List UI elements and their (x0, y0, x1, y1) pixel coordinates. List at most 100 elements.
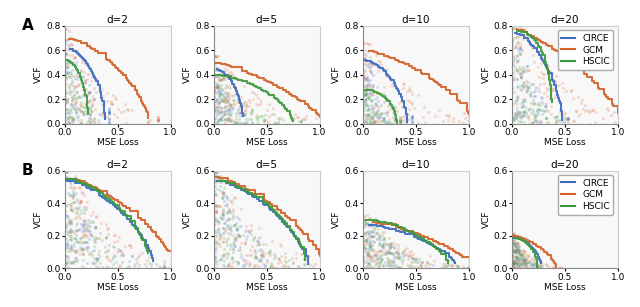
Point (367, 115, 377, 119)
Point (216, 106, 226, 111)
Point (534, 118, 544, 123)
Point (63, 111, 74, 116)
Point (216, 173, 226, 178)
Point (85, 223, 95, 228)
Point (406, 253, 416, 258)
Point (255, 98, 266, 103)
Point (525, 82, 536, 87)
Point (115, 264, 125, 269)
Point (537, 264, 547, 269)
Point (374, 117, 384, 122)
Point (523, 107, 533, 111)
Point (521, 264, 531, 269)
Point (291, 251, 301, 255)
Point (401, 117, 411, 122)
Point (61, 175, 72, 180)
Point (80, 79, 90, 84)
Point (115, 262, 125, 267)
Point (513, 110, 524, 115)
Point (62, 96, 72, 101)
Point (405, 100, 415, 105)
Point (563, 115, 573, 120)
Point (215, 179, 225, 184)
Point (209, 119, 220, 123)
Point (518, 110, 529, 115)
Point (365, 84, 375, 89)
Point (65, 207, 76, 212)
Point (569, 118, 579, 123)
Point (359, 51, 369, 56)
Point (407, 256, 417, 261)
Point (249, 235, 259, 240)
Point (519, 260, 529, 265)
Point (380, 121, 390, 126)
Point (463, 119, 473, 123)
Point (366, 114, 376, 119)
Point (109, 240, 120, 245)
Point (209, 219, 220, 223)
Point (239, 107, 250, 112)
Point (507, 254, 517, 259)
Point (71, 109, 81, 114)
Point (95, 254, 105, 259)
Point (517, 83, 527, 87)
Point (515, 41, 525, 46)
Point (225, 86, 235, 91)
Point (513, 245, 524, 250)
Point (108, 262, 118, 266)
Point (214, 258, 224, 263)
Point (366, 103, 376, 108)
Point (62, 244, 72, 249)
Point (458, 110, 468, 115)
Point (360, 230, 370, 235)
Point (61, 107, 71, 111)
Point (551, 121, 561, 126)
Point (358, 247, 368, 252)
Point (268, 255, 278, 260)
Point (399, 81, 409, 86)
Point (472, 118, 483, 123)
Point (79, 217, 89, 222)
Point (83, 228, 93, 233)
Point (577, 107, 588, 111)
Point (70, 255, 80, 260)
Point (223, 115, 234, 120)
Point (93, 251, 103, 256)
Point (386, 251, 396, 255)
Point (63, 58, 74, 63)
Point (378, 264, 388, 269)
Point (74, 117, 84, 122)
Point (133, 266, 143, 271)
Point (92, 235, 102, 240)
Point (629, 118, 639, 123)
Point (227, 264, 237, 269)
Point (556, 119, 566, 124)
Point (365, 54, 375, 59)
Point (210, 103, 220, 108)
Point (516, 252, 527, 257)
Point (299, 257, 309, 262)
Point (264, 114, 275, 119)
Point (257, 113, 267, 118)
Point (510, 243, 520, 248)
Point (365, 233, 376, 238)
Point (407, 92, 417, 97)
Point (225, 105, 235, 110)
Point (215, 187, 225, 192)
Point (143, 255, 154, 260)
X-axis label: MSE Loss: MSE Loss (395, 283, 436, 292)
Point (223, 207, 234, 212)
Point (211, 109, 221, 114)
Point (459, 265, 469, 270)
Point (417, 263, 427, 268)
Point (511, 248, 522, 253)
Point (528, 81, 538, 86)
Point (252, 112, 262, 117)
Point (75, 120, 85, 125)
Point (535, 260, 545, 265)
Point (609, 109, 620, 114)
Point (70, 236, 80, 241)
Point (83, 236, 93, 241)
Point (104, 110, 114, 115)
Point (60, 111, 70, 116)
